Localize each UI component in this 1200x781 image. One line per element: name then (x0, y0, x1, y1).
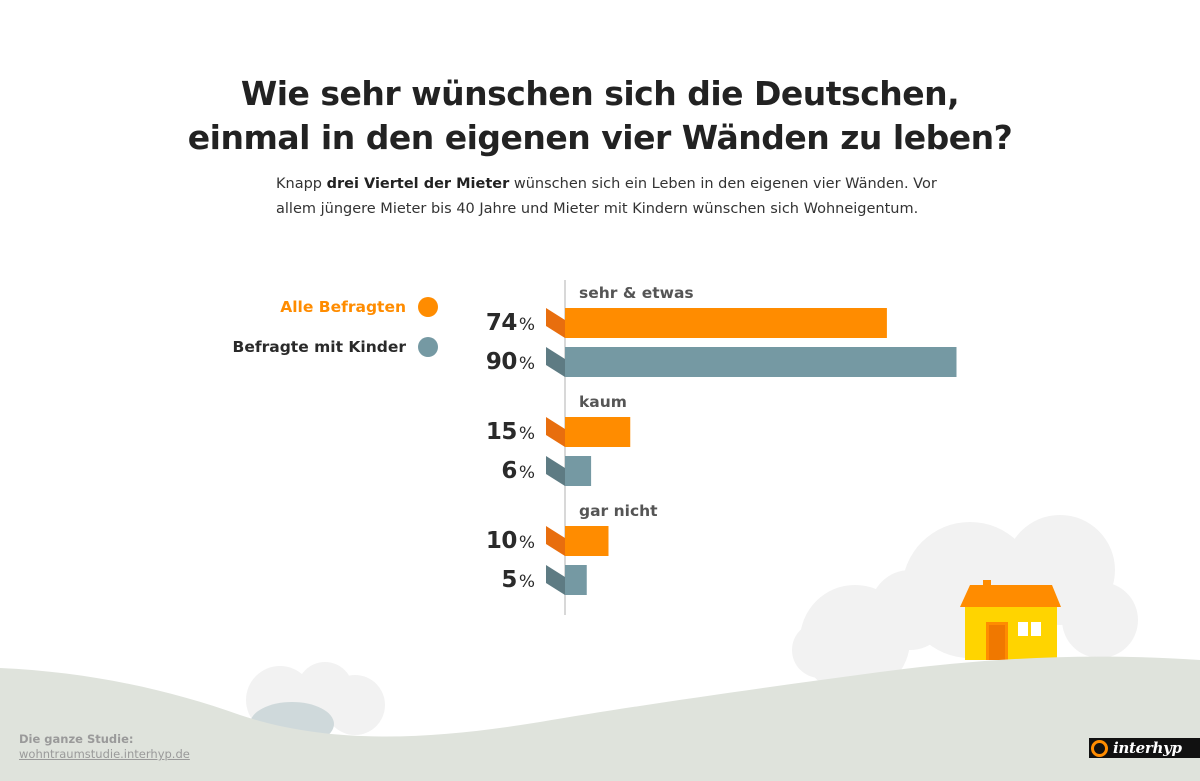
legend-dot-kids (418, 337, 438, 357)
bar (565, 417, 631, 447)
legend-dot-all (418, 297, 438, 317)
page-title: Wie sehr wünschen sich die Deutschen, ei… (0, 72, 1200, 160)
intro-post: wünschen sich ein Leben in den eigenen v… (276, 176, 937, 217)
category-label: gar nicht (579, 502, 658, 520)
bar-value-label: 74% (486, 310, 535, 336)
bar-value-unit: % (519, 315, 535, 335)
intro-text: Knapp drei Viertel der Mieter wünschen s… (276, 172, 976, 222)
bar-value-label: 90% (486, 349, 535, 375)
logo-wordmark: interhyp (1113, 739, 1182, 757)
title-line-2: einmal in den eigenen vier Wänden zu leb… (187, 118, 1013, 157)
bar-value-unit: % (519, 354, 535, 374)
bar (565, 565, 587, 595)
bar-value-label: 15% (486, 419, 535, 445)
house-illustration (960, 580, 1061, 660)
footer-study: Die ganze Studie: wohntraumstudie.interh… (19, 732, 190, 762)
bar-fold (546, 308, 565, 338)
bar (565, 347, 957, 377)
logo-ring-icon (1091, 739, 1108, 757)
bar-value-number: 5 (501, 567, 517, 593)
bar-fold (546, 417, 565, 447)
bar-value-number: 6 (501, 458, 517, 484)
bar-fold (546, 456, 565, 486)
bar-value-label: 10% (486, 528, 535, 554)
bar-fold (546, 526, 565, 556)
bar-value-number: 74 (486, 310, 517, 336)
bar-value-label: 5% (501, 567, 535, 593)
hill-ground (0, 656, 1200, 781)
bar (565, 308, 887, 338)
intro-pre: Knapp (276, 176, 327, 192)
bar-fold (546, 347, 565, 377)
category-label: sehr & etwas (579, 284, 694, 302)
interhyp-logo[interactable]: interhyp (1089, 738, 1200, 758)
title-line-1: Wie sehr wünschen sich die Deutschen, (240, 74, 960, 113)
bar-value-number: 15 (486, 419, 517, 445)
bar (565, 456, 592, 486)
cloud-right (792, 515, 1138, 695)
bar-value-unit: % (519, 463, 535, 483)
bar (565, 526, 609, 556)
legend-label-kids: Befragte mit Kinder (232, 338, 406, 356)
bar-value-number: 10 (486, 528, 517, 554)
bar-value-unit: % (519, 572, 535, 592)
legend-item-kids: Befragte mit Kinder (233, 335, 438, 359)
bar-value-unit: % (519, 424, 535, 444)
study-link[interactable]: wohntraumstudie.interhyp.de (19, 747, 190, 761)
bar-value-label: 6% (501, 458, 535, 484)
footer-label: Die ganze Studie: (19, 732, 134, 746)
bar-value-number: 90 (486, 349, 517, 375)
intro-bold: drei Viertel der Mieter (326, 176, 510, 192)
legend-label-all: Alle Befragten (280, 298, 406, 316)
legend-item-all: Alle Befragten (280, 295, 438, 319)
category-label: kaum (579, 393, 627, 411)
bar-value-unit: % (519, 533, 535, 553)
bar-fold (546, 565, 565, 595)
